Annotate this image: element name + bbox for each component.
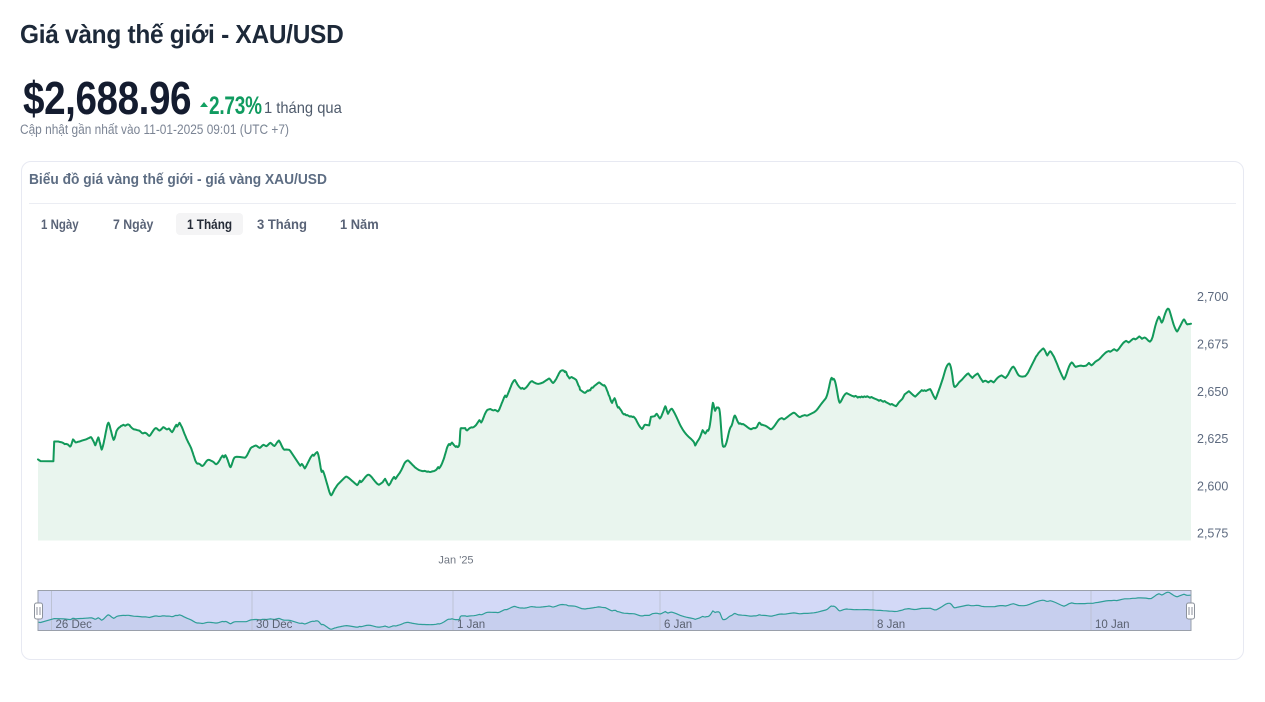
svg-text:2,650: 2,650 xyxy=(1197,385,1228,399)
svg-text:1 Jan: 1 Jan xyxy=(457,619,485,631)
svg-text:2,575: 2,575 xyxy=(1197,527,1228,541)
svg-text:Jan '25: Jan '25 xyxy=(438,555,473,567)
svg-text:2,625: 2,625 xyxy=(1197,432,1228,446)
svg-text:10 Jan: 10 Jan xyxy=(1095,619,1130,631)
svg-text:26 Dec: 26 Dec xyxy=(56,619,93,631)
svg-text:2,675: 2,675 xyxy=(1197,338,1228,352)
svg-text:2,700: 2,700 xyxy=(1197,290,1228,304)
svg-text:6 Jan: 6 Jan xyxy=(664,619,692,631)
svg-text:30 Dec: 30 Dec xyxy=(256,619,293,631)
svg-text:2,600: 2,600 xyxy=(1197,479,1228,493)
svg-text:8 Jan: 8 Jan xyxy=(877,619,905,631)
